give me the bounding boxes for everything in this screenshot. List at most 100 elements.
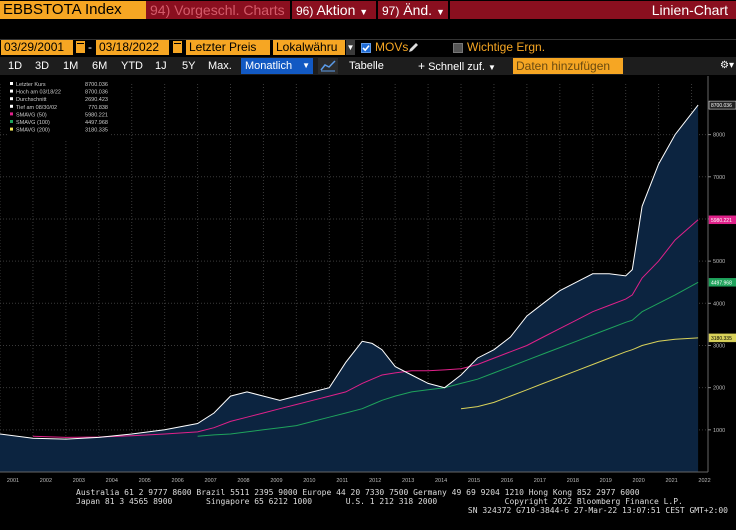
price-line <box>0 104 699 440</box>
suggested-charts-button[interactable]: 94) Vorgeschl. Charts <box>146 1 290 19</box>
legend-value: 4497.968 <box>85 120 108 126</box>
value-tag-label: 4497.968 <box>711 280 732 286</box>
legend-swatch <box>10 82 13 85</box>
y-tick-label: 8000 <box>713 133 725 139</box>
footer: Australia 61 2 9777 8600 Brazil 5511 239… <box>0 486 736 530</box>
value-tag <box>708 333 736 343</box>
pencil-icon[interactable] <box>408 42 419 53</box>
value-tag-label: 3180.335 <box>711 336 732 342</box>
edit-menu-button[interactable]: 97) Änd. ▼ <box>378 1 448 19</box>
x-tick-label: 2014 <box>435 478 447 484</box>
action-menu-label: Aktion <box>316 2 356 18</box>
range-3d[interactable]: 3D <box>35 60 50 72</box>
ticker-field[interactable]: EBBSTOTA Index <box>0 1 146 19</box>
movs-label: MOVs <box>375 40 409 54</box>
legend-swatch <box>10 127 13 131</box>
legend-swatch <box>10 89 13 93</box>
y-tick-label: 4000 <box>713 301 725 307</box>
x-tick-label: 2010 <box>303 478 315 484</box>
period-label: Monatlich <box>245 60 293 72</box>
legend-box <box>8 80 110 140</box>
chevron-down-icon: ▼ <box>435 7 445 17</box>
chevron-down-icon: ▼ <box>302 61 310 70</box>
value-tag-label: 8700.036 <box>711 103 732 109</box>
legend-value: 770.838 <box>88 105 108 111</box>
range-5y[interactable]: 5Y <box>182 60 196 72</box>
range-1m[interactable]: 1M <box>63 60 79 72</box>
x-tick-label: 2006 <box>172 478 184 484</box>
view-title: Linien-Chart <box>651 2 728 18</box>
x-tick-label: 2009 <box>270 478 282 484</box>
line-chart-icon <box>320 60 336 72</box>
range-1d[interactable]: 1D <box>8 60 23 72</box>
legend-label: Letzter Kurs <box>16 82 46 88</box>
legend-value: 5980.221 <box>85 112 108 118</box>
edit-menu-number: 97) <box>382 4 400 18</box>
chart-type-button[interactable] <box>318 58 338 74</box>
x-tick-label: 2016 <box>501 478 513 484</box>
chevron-down-icon[interactable]: ▼ <box>346 40 355 55</box>
price-area <box>0 105 699 472</box>
action-menu-button[interactable]: 96) Aktion ▼ <box>292 1 376 19</box>
y-tick-label: 7000 <box>713 175 725 181</box>
legend-swatch <box>10 104 13 108</box>
legend-label: Durchschnitt <box>16 97 47 103</box>
y-tick-label: 1000 <box>713 428 725 434</box>
range-max[interactable]: Max. <box>208 60 232 72</box>
sma50-line <box>32 219 699 438</box>
x-tick-label: 2019 <box>600 478 612 484</box>
end-date-input[interactable]: 03/18/2022 <box>96 40 169 55</box>
x-tick-label: 2001 <box>7 478 19 484</box>
value-tag <box>708 215 736 225</box>
edit-menu-label: Änd. <box>403 2 433 18</box>
table-button[interactable]: Tabelle <box>349 60 384 72</box>
x-tick-label: 2020 <box>633 478 645 484</box>
legend-label: Hoch am 03/18/22 <box>16 90 61 96</box>
date-separator: - <box>88 40 92 54</box>
price-type-select[interactable]: Letzter Preis <box>186 40 270 55</box>
currency-select[interactable]: Lokalwähru <box>273 40 345 55</box>
chevron-down-icon: ▼ <box>359 7 369 17</box>
legend-label: SMAVG (200) <box>16 128 50 134</box>
legend-value: 2690.423 <box>85 97 108 103</box>
value-tag-label: 5980.221 <box>711 218 732 224</box>
movs-checkbox[interactable] <box>361 43 371 53</box>
x-tick-label: 2012 <box>369 478 381 484</box>
x-tick-label: 2022 <box>698 478 710 484</box>
legend-swatch <box>10 97 13 101</box>
quick-add-button[interactable]: + Schnell zuf. ▼ <box>418 57 496 75</box>
action-menu-number: 96) <box>296 4 314 18</box>
start-date-input[interactable]: 03/29/2001 <box>1 40 73 55</box>
add-data-input[interactable]: Daten hinzufügen <box>513 58 623 74</box>
x-tick-label: 2018 <box>567 478 579 484</box>
calendar-icon[interactable] <box>76 41 85 53</box>
range-ytd[interactable]: YTD <box>121 60 143 72</box>
quick-add-label: Schnell zuf. <box>428 61 485 73</box>
events-label: Wichtige Ergn. <box>467 40 546 54</box>
legend-label: SMAVG (100) <box>16 120 50 126</box>
value-tag <box>708 278 736 287</box>
x-tick-label: 2021 <box>665 478 677 484</box>
value-tags: 8700.036 5980.221 4497.968 3180.335 <box>708 100 736 343</box>
settings-icon[interactable]: ⚙▾ <box>720 60 734 71</box>
legend-label: SMAVG (50) <box>16 112 47 118</box>
y-tick-label: 2000 <box>713 386 725 392</box>
period-select[interactable]: Monatlich ▼ <box>241 58 313 74</box>
y-tick-label: 3000 <box>713 343 725 349</box>
plus-icon: + <box>418 59 426 73</box>
x-axis: 2001 2002 2003 2004 2005 2006 2007 2008 2009 2010… <box>0 471 711 484</box>
x-tick-label: 2005 <box>139 478 151 484</box>
x-tick-label: 2013 <box>402 478 414 484</box>
range-6m[interactable]: 6M <box>92 60 108 72</box>
y-tick-label: 5000 <box>713 259 725 265</box>
x-tick-label: 2015 <box>468 478 480 484</box>
divider <box>0 39 736 40</box>
suggested-charts-label: 94) Vorgeschl. Charts <box>150 2 285 18</box>
price-chart[interactable]: 10002000300040005000600070008000 2001200… <box>0 76 736 486</box>
events-checkbox[interactable] <box>453 43 463 53</box>
legend-label: Tief am 08/30/02 <box>16 105 57 111</box>
calendar-icon[interactable] <box>173 41 182 53</box>
value-tag <box>708 100 736 110</box>
range-1j[interactable]: 1J <box>155 60 167 72</box>
legend-swatch <box>10 120 13 123</box>
